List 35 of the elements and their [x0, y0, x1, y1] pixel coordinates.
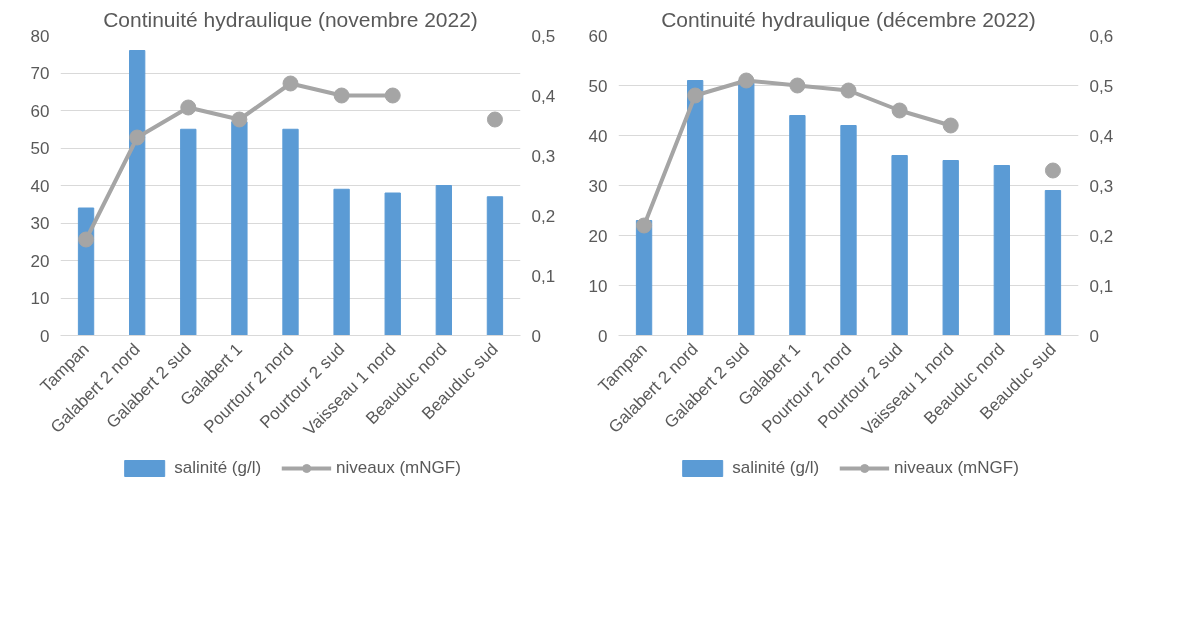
y-tick-label: 50 [588, 76, 608, 96]
y2-tick-label: 0,6 [1089, 26, 1114, 46]
y-tick-label: 30 [588, 176, 608, 196]
y-tick-label: 60 [30, 101, 50, 121]
y-tick-label: 40 [588, 126, 608, 146]
y-tick-label: 60 [588, 26, 608, 46]
y2-tick-label: 0 [531, 326, 541, 346]
y-tick-label: 70 [30, 64, 50, 83]
y-tick-label: 40 [30, 176, 50, 196]
chart-title: Continuité hydraulique (décembre 2022) [661, 7, 1036, 31]
y-tick-label: 0 [40, 326, 50, 346]
y2-tick-label: 0 [1089, 326, 1099, 346]
y-tick-label: 10 [30, 289, 50, 308]
y2-tick-label: 0,2 [1089, 226, 1114, 246]
legend-label: niveaux (mNGF) [894, 458, 1019, 478]
y-tick-label: 30 [30, 214, 50, 233]
y2-tick-label: 0,5 [1089, 76, 1114, 96]
y2-tick-label: 0,1 [1089, 276, 1114, 296]
y2-tick-label: 0,5 [531, 26, 556, 46]
legend-label: salinité (g/l) [732, 458, 820, 478]
chart-title: Continuité hydraulique (novembre 2022) [103, 7, 478, 31]
legend-label: salinité (g/l) [174, 458, 262, 478]
y2-tick-label: 0,4 [1089, 126, 1114, 146]
legend-label: niveaux (mNGF) [336, 458, 461, 478]
y-tick-label: 80 [30, 26, 50, 46]
y-tick-label: 20 [588, 226, 608, 246]
y2-tick-label: 0,1 [531, 266, 556, 286]
y2-tick-label: 0,3 [531, 146, 556, 166]
y-tick-label: 20 [30, 251, 50, 271]
y2-tick-label: 0,2 [531, 206, 556, 226]
y2-tick-label: 0,3 [1089, 176, 1114, 196]
y2-tick-label: 0,4 [531, 86, 556, 106]
y-tick-label: 0 [598, 326, 608, 346]
y-tick-label: 50 [30, 139, 50, 158]
y-tick-label: 10 [588, 276, 608, 296]
